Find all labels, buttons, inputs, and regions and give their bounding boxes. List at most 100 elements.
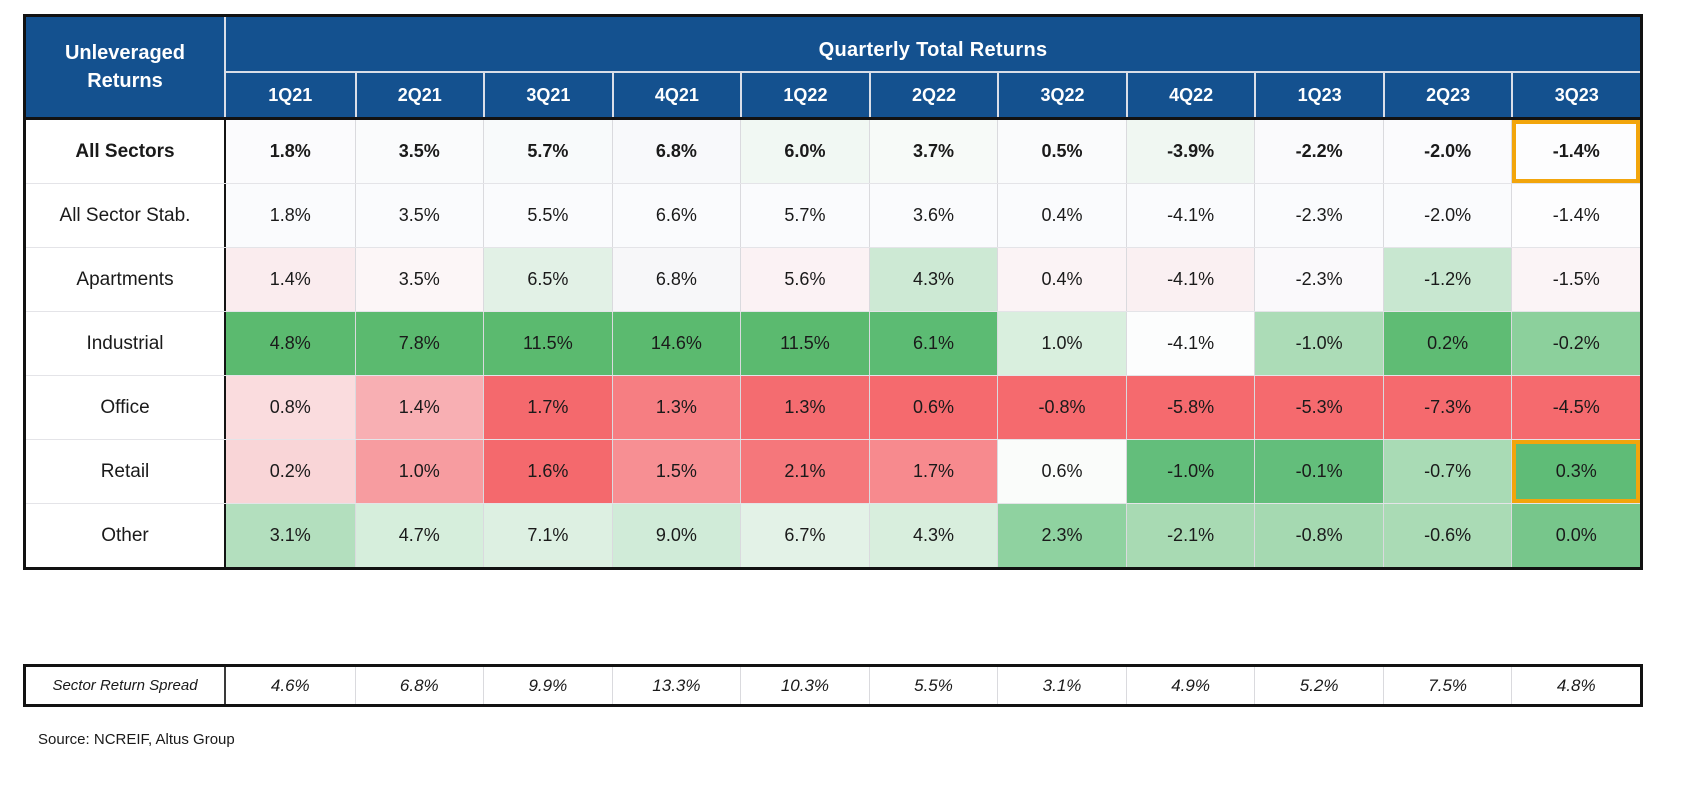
cell-all-sector-stab-1q23: -2.3% bbox=[1254, 184, 1383, 247]
table-row-industrial: Industrial 4.8% 7.8% 11.5% 14.6% 11.5% 6.1% 1.0… bbox=[26, 311, 1640, 375]
cell-retail-3q23: 0.3% bbox=[1511, 440, 1640, 503]
cell-all-sector-stab-3q21: 5.5% bbox=[483, 184, 612, 247]
row-label-industrial: Industrial bbox=[26, 312, 226, 375]
quarterly-returns-table: Unleveraged Returns Quarterly Total Retu… bbox=[23, 14, 1643, 570]
spread-cell-1q21: 4.6% bbox=[270, 675, 310, 695]
cell-office-4q22: -5.8% bbox=[1125, 376, 1255, 439]
cell-industrial-2q21: 7.8% bbox=[354, 312, 484, 375]
column-header-2q22: 2Q22 bbox=[868, 73, 998, 117]
cell-apartments-4q22: -4.1% bbox=[1125, 248, 1255, 311]
cell-office-2q22: 0.6% bbox=[868, 376, 998, 439]
cell-retail-4q22: -1.0% bbox=[1125, 440, 1255, 503]
column-header-3q23: 3Q23 bbox=[1511, 73, 1640, 117]
row-label-apartments: Apartments bbox=[26, 248, 226, 311]
column-header-1q23: 1Q23 bbox=[1254, 73, 1383, 117]
cell-all-sectors-1q22: 6.0% bbox=[740, 120, 869, 183]
cell-office-3q21: 1.7% bbox=[483, 376, 612, 439]
column-header-3q21: 3Q21 bbox=[483, 73, 612, 117]
cell-apartments-2q21: 3.5% bbox=[354, 248, 484, 311]
cell-retail-3q21: 1.6% bbox=[483, 440, 612, 503]
cell-apartments-1q22: 5.6% bbox=[740, 248, 869, 311]
table-header: Unleveraged Returns Quarterly Total Retu… bbox=[26, 17, 1640, 120]
cell-all-sector-stab-3q23: -1.4% bbox=[1511, 184, 1640, 247]
column-header-2q23: 2Q23 bbox=[1382, 73, 1512, 117]
quarter-header-row: 1Q21 2Q21 3Q21 4Q21 1Q22 2Q22 3Q22 4Q22 1Q23 2Q23… bbox=[226, 73, 1640, 117]
cell-all-sector-stab-2q23: -2.0% bbox=[1382, 184, 1512, 247]
row-label-all-sectors: All Sectors bbox=[26, 120, 226, 183]
cell-all-sector-stab-2q22: 3.6% bbox=[868, 184, 998, 247]
cell-other-3q22: 2.3% bbox=[997, 504, 1126, 567]
spread-cell-2q22: 5.5% bbox=[868, 667, 998, 704]
row-header-title: Unleveraged Returns bbox=[26, 17, 226, 117]
cell-all-sector-stab-4q21: 6.6% bbox=[611, 184, 741, 247]
cell-industrial-1q21: 4.8% bbox=[226, 312, 355, 375]
table-title: Quarterly Total Returns bbox=[226, 17, 1640, 73]
table-row-retail: Retail 0.2% 1.0% 1.6% 1.5% 2.1% 1.7% 0.6% -1.0% -… bbox=[26, 439, 1640, 503]
cell-other-2q21: 4.7% bbox=[354, 504, 484, 567]
cell-office-2q23: -7.3% bbox=[1382, 376, 1512, 439]
cell-apartments-1q23: -2.3% bbox=[1254, 248, 1383, 311]
cell-other-1q21: 3.1% bbox=[226, 504, 355, 567]
cell-office-3q22: -0.8% bbox=[997, 376, 1126, 439]
spread-cell-2q23: 7.5% bbox=[1382, 667, 1512, 704]
cell-retail-1q23: -0.1% bbox=[1254, 440, 1383, 503]
cell-other-3q21: 7.1% bbox=[483, 504, 612, 567]
spread-cell-3q21: 9.9% bbox=[483, 667, 612, 704]
spread-cell-1q23: 5.2% bbox=[1254, 667, 1383, 704]
cell-other-2q22: 4.3% bbox=[868, 504, 998, 567]
column-header-4q21: 4Q21 bbox=[611, 73, 741, 117]
cell-retail-2q21: 1.0% bbox=[354, 440, 484, 503]
cell-all-sectors-3q22: 0.5% bbox=[997, 120, 1126, 183]
cell-industrial-4q21: 14.6% bbox=[611, 312, 741, 375]
cell-all-sector-stab-2q21: 3.5% bbox=[354, 184, 484, 247]
row-label-other: Other bbox=[26, 504, 226, 567]
spread-cell-4q21: 13.3% bbox=[611, 667, 741, 704]
cell-all-sectors-4q22: -3.9% bbox=[1125, 120, 1255, 183]
cell-apartments-4q21: 6.8% bbox=[611, 248, 741, 311]
cell-all-sector-stab-1q21: 1.8% bbox=[226, 184, 355, 247]
spread-cell-3q22: 3.1% bbox=[997, 667, 1126, 704]
cell-apartments-3q21: 6.5% bbox=[483, 248, 612, 311]
spread-cell-4q22: 4.9% bbox=[1125, 667, 1255, 704]
cell-retail-3q22: 0.6% bbox=[997, 440, 1126, 503]
cell-industrial-4q22: -4.1% bbox=[1125, 312, 1255, 375]
cell-industrial-1q22: 11.5% bbox=[740, 312, 869, 375]
cell-retail-4q21: 1.5% bbox=[611, 440, 741, 503]
report-page: Unleveraged Returns Quarterly Total Retu… bbox=[0, 14, 1704, 748]
column-header-2q21: 2Q21 bbox=[354, 73, 484, 117]
table-row-other: Other 3.1% 4.7% 7.1% 9.0% 6.7% 4.3% 2.3% -2.1% -0… bbox=[26, 503, 1640, 567]
table-row-apartments: Apartments 1.4% 3.5% 6.5% 6.8% 5.6% 4.3% 0.4% -4… bbox=[26, 247, 1640, 311]
cell-apartments-3q22: 0.4% bbox=[997, 248, 1126, 311]
cell-other-4q22: -2.1% bbox=[1125, 504, 1255, 567]
table-row-all-sector-stab: All Sector Stab. 1.8% 3.5% 5.5% 6.6% 5.7% 3.6%… bbox=[26, 183, 1640, 247]
cell-industrial-3q22: 1.0% bbox=[997, 312, 1126, 375]
cell-apartments-2q22: 4.3% bbox=[868, 248, 998, 311]
cell-apartments-1q21: 1.4% bbox=[226, 248, 355, 311]
cell-all-sectors-3q23: -1.4% bbox=[1511, 120, 1640, 183]
cell-industrial-1q23: -1.0% bbox=[1254, 312, 1383, 375]
cell-office-1q22: 1.3% bbox=[740, 376, 869, 439]
cell-industrial-2q22: 6.1% bbox=[868, 312, 998, 375]
column-header-4q22: 4Q22 bbox=[1125, 73, 1255, 117]
cell-other-2q23: -0.6% bbox=[1382, 504, 1512, 567]
cell-retail-2q22: 1.7% bbox=[868, 440, 998, 503]
cell-office-1q21: 0.8% bbox=[226, 376, 355, 439]
cell-industrial-3q21: 11.5% bbox=[483, 312, 612, 375]
cell-retail-1q22: 2.1% bbox=[740, 440, 869, 503]
spread-row-label: Sector Return Spread bbox=[26, 667, 226, 704]
cell-office-4q21: 1.3% bbox=[611, 376, 741, 439]
cell-all-sectors-1q23: -2.2% bbox=[1254, 120, 1383, 183]
sector-return-spread-table: Sector Return Spread 4.6% 6.8% 9.9% 13.3% 10… bbox=[23, 664, 1643, 707]
cell-all-sectors-2q21: 3.5% bbox=[354, 120, 484, 183]
column-header-1q22: 1Q22 bbox=[740, 73, 869, 117]
cell-other-3q23: 0.0% bbox=[1511, 504, 1640, 567]
cell-retail-2q23: -0.7% bbox=[1382, 440, 1512, 503]
column-header-3q22: 3Q22 bbox=[997, 73, 1126, 117]
spread-cell-3q23: 4.8% bbox=[1511, 667, 1640, 704]
cell-office-3q23: -4.5% bbox=[1511, 376, 1640, 439]
row-label-retail: Retail bbox=[26, 440, 226, 503]
cell-industrial-2q23: 0.2% bbox=[1382, 312, 1512, 375]
cell-office-1q23: -5.3% bbox=[1254, 376, 1383, 439]
table-body: All Sectors 1.8% 3.5% 5.7% 6.8% 6.0% 3.7% 0.5% -… bbox=[26, 120, 1640, 567]
cell-other-1q23: -0.8% bbox=[1254, 504, 1383, 567]
